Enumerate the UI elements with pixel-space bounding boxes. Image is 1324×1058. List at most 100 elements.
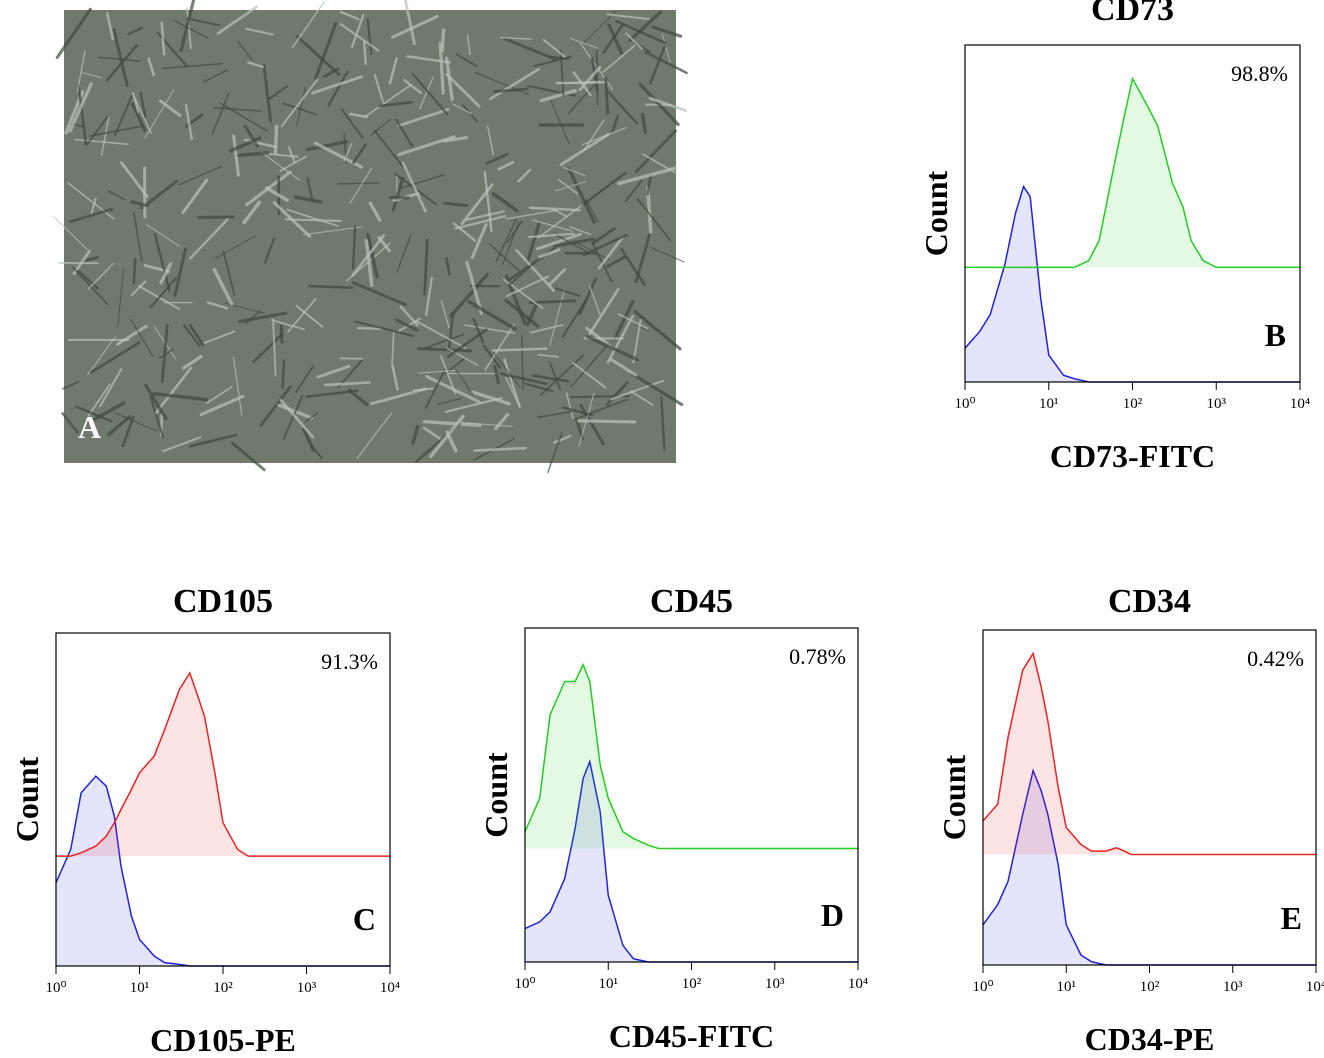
cell [243, 124, 260, 148]
cell [418, 369, 457, 374]
cell [127, 26, 144, 36]
cell [356, 412, 392, 459]
cell [373, 74, 384, 103]
cell [532, 374, 570, 383]
cell [648, 44, 666, 85]
cell [613, 299, 635, 341]
x-tick-label: 10⁰ [972, 979, 993, 995]
x-tick-label: 10⁰ [514, 976, 535, 992]
cell [62, 380, 80, 390]
cell [391, 364, 399, 392]
cell [348, 112, 369, 119]
cell [82, 72, 103, 79]
cell [86, 336, 116, 376]
cell [337, 357, 365, 389]
cell [76, 50, 86, 93]
cell [146, 224, 180, 247]
micrograph-texture [52, 0, 688, 474]
cell [547, 432, 563, 474]
cell [316, 364, 351, 379]
cell [155, 366, 193, 414]
cell [644, 50, 688, 75]
cell [611, 114, 620, 133]
cell [90, 197, 97, 215]
cell [567, 84, 596, 114]
cell [504, 298, 540, 328]
cell [624, 179, 643, 203]
cell [610, 379, 665, 401]
cell [370, 387, 428, 406]
cell [378, 100, 414, 108]
cell [212, 268, 234, 306]
cell [295, 304, 324, 328]
x-axis-label: CD105-PE [150, 1022, 296, 1058]
cell [55, 7, 92, 60]
cell [472, 317, 485, 344]
area-fill [56, 776, 390, 966]
cell [561, 298, 588, 338]
chart-title: CD105 [173, 583, 273, 620]
cell [364, 84, 412, 118]
cell [528, 232, 576, 239]
cell [340, 108, 364, 139]
cell [211, 92, 230, 135]
cell [646, 173, 653, 196]
y-axis-label: Count [936, 754, 972, 840]
cell [469, 284, 501, 288]
x-tick-label: 10⁰ [954, 396, 975, 412]
cell [160, 323, 169, 383]
cell [349, 168, 372, 204]
cell [373, 129, 404, 168]
cell [605, 381, 629, 407]
chart-title: CD45 [650, 583, 733, 620]
x-tick-label: 10² [1140, 979, 1160, 995]
cell [68, 207, 114, 223]
cell [411, 72, 449, 116]
cell [634, 129, 677, 174]
cell [493, 87, 529, 94]
x-axis-label: CD34-PE [1085, 1021, 1215, 1057]
cell [548, 268, 566, 286]
cell [491, 347, 548, 352]
cell [391, 14, 439, 39]
percent-annotation: 0.42% [1247, 646, 1304, 671]
x-tick-label: 10¹ [1057, 979, 1077, 995]
cell [528, 206, 581, 212]
cell [186, 17, 220, 27]
cell [485, 152, 509, 165]
cell [339, 22, 380, 52]
x-tick-label: 10¹ [599, 976, 619, 992]
cell [370, 118, 392, 137]
cell [630, 372, 684, 407]
cell [114, 412, 158, 432]
x-tick-label: 10⁰ [45, 980, 66, 996]
cell [578, 277, 597, 316]
percent-annotation: 91.3% [321, 649, 378, 674]
histogram-line [982, 651, 1316, 856]
cell [515, 248, 556, 292]
cell [293, 195, 323, 204]
cell [388, 195, 410, 200]
cell [591, 227, 616, 245]
cell [106, 415, 132, 437]
cell [121, 415, 135, 448]
cell [502, 220, 520, 266]
cell [244, 310, 261, 325]
cell [452, 222, 476, 242]
cell [583, 119, 605, 150]
cell [252, 333, 284, 364]
cell [554, 181, 587, 192]
cell [245, 27, 274, 36]
cell [247, 61, 264, 68]
cell [445, 430, 458, 453]
cell [303, 226, 363, 236]
cell [423, 238, 429, 296]
cell [633, 310, 682, 351]
area-fill [983, 770, 1316, 965]
cell [464, 324, 516, 334]
cell [284, 218, 342, 222]
cell [351, 225, 357, 270]
cell [554, 287, 581, 297]
cell [350, 14, 365, 49]
cell [489, 67, 541, 101]
